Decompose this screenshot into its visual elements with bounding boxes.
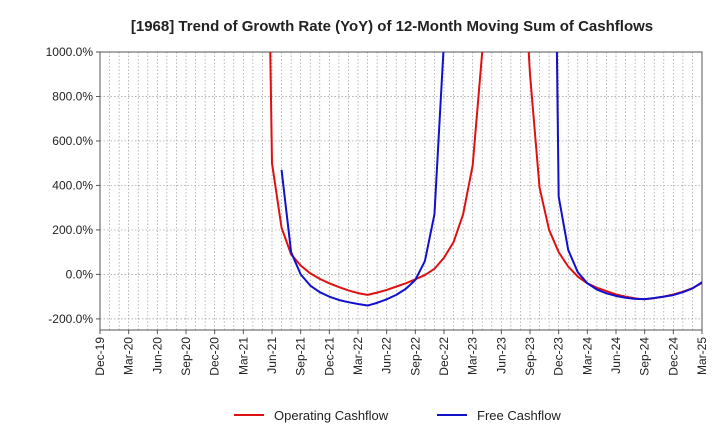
x-tick-label: Sep-24: [638, 337, 652, 376]
x-tick-label: Sep-22: [408, 337, 422, 376]
y-tick-label: 800.0%: [52, 89, 93, 103]
y-tick-label: 200.0%: [52, 223, 93, 237]
x-tick-label: Sep-23: [523, 337, 537, 376]
x-tick-label: Dec-20: [208, 337, 222, 376]
x-tick-label: Mar-24: [580, 337, 594, 375]
x-tick-label: Jun-23: [494, 337, 508, 374]
x-tick-label: Jun-21: [265, 337, 279, 374]
x-tick-label: Jun-20: [150, 337, 164, 374]
series-line: [555, 52, 702, 301]
legend-label: Operating Cashflow: [274, 408, 389, 423]
grid: [100, 51, 702, 330]
x-tick-label: Dec-21: [322, 337, 336, 376]
x-tick-label: Mar-23: [466, 337, 480, 375]
plot-frame: [99, 51, 703, 331]
x-tick-label: Dec-23: [552, 337, 566, 376]
series-line: [269, 52, 484, 296]
x-tick-label: Dec-24: [666, 337, 680, 376]
x-tick-label: Sep-21: [294, 337, 308, 376]
y-tick-label: 600.0%: [52, 134, 93, 148]
x-axis: Dec-19 Mar-20 Jun-20 Sep-20 Dec-20 Mar-21 Jun-…: [93, 330, 709, 376]
x-tick-label: Mar-22: [351, 337, 365, 375]
legend: Operating Cashflow Free Cashflow: [234, 408, 561, 423]
x-tick-label: Jun-22: [380, 337, 394, 374]
x-tick-label: Jun-24: [609, 337, 623, 374]
x-tick-label: Sep-20: [179, 337, 193, 376]
y-tick-label: 400.0%: [52, 178, 93, 192]
x-tick-label: Mar-25: [695, 337, 709, 375]
series-layer: [269, 52, 702, 307]
y-tick-label: -200.0%: [48, 312, 93, 326]
x-tick-label: Mar-21: [236, 337, 250, 375]
series-line: [527, 52, 702, 301]
series-line: [280, 52, 445, 307]
y-tick-label: 0.0%: [66, 267, 94, 281]
chart-title: [1968] Trend of Growth Rate (YoY) of 12-…: [131, 18, 653, 35]
y-axis: -200.0% 0.0% 200.0% 400.0% 600.0% 800.0% 1000.…: [46, 45, 100, 326]
x-tick-label: Mar-20: [122, 337, 136, 375]
y-tick-label: 1000.0%: [46, 45, 94, 59]
x-tick-label: Dec-19: [93, 337, 107, 376]
x-tick-label: Dec-22: [437, 337, 451, 376]
legend-label: Free Cashflow: [477, 408, 561, 423]
